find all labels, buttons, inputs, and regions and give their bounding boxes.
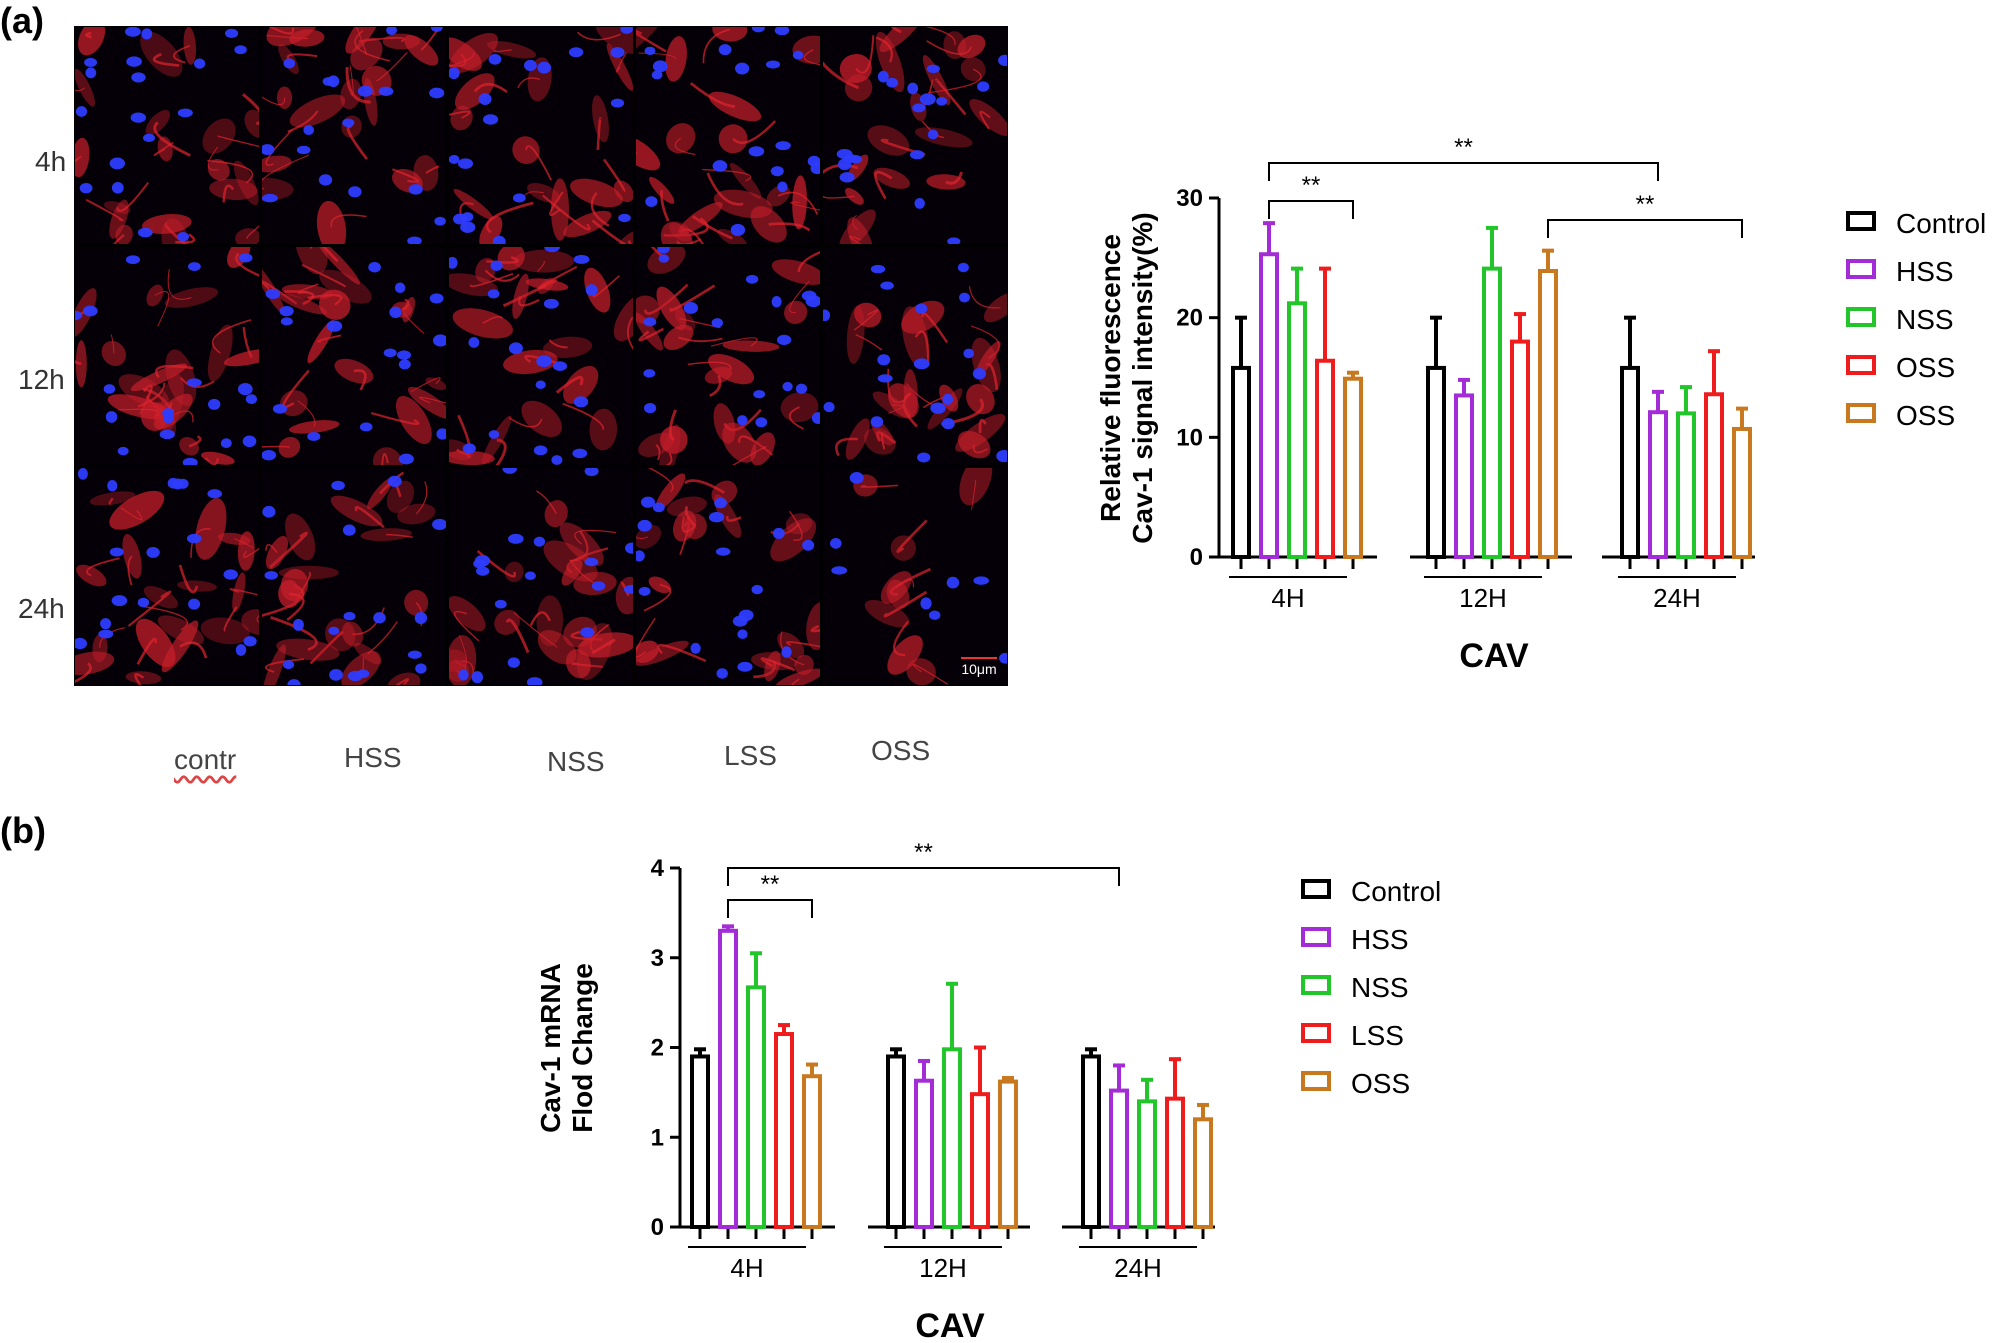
legend-label: HSS [1351, 924, 1409, 955]
significance-label: ** [914, 839, 933, 866]
legend-label: NSS [1351, 972, 1409, 1003]
legend-label: HSS [1896, 256, 1954, 287]
legend-label: NSS [1896, 304, 1954, 335]
significance-bracket [1268, 162, 1659, 181]
bar-hss-4h [718, 928, 738, 1229]
row-label-24h: 24h [18, 593, 65, 624]
scale-bar-label: 10μm [961, 660, 997, 677]
micrograph-cell [75, 247, 259, 465]
bar-oss-4h [802, 1074, 822, 1229]
micrograph-cell [823, 247, 1007, 465]
micrograph-cell [636, 27, 820, 245]
y-tick-label: 4 [651, 855, 665, 882]
legend-label: OSS [1896, 352, 1955, 383]
scale-bar: 10μm [961, 649, 997, 677]
legend-swatch [1301, 975, 1331, 995]
x-category-label: 24H [1653, 583, 1701, 613]
col-label-nss: NSS [547, 746, 605, 777]
legend-swatch [1846, 307, 1876, 327]
significance-bracket [1268, 200, 1354, 219]
micrograph-cell [262, 27, 446, 245]
x-category-label: 12H [1459, 583, 1507, 613]
micrograph-cell [75, 467, 259, 685]
bar-control-4h [690, 1054, 710, 1229]
col-label-contr: contr [174, 744, 237, 775]
y-tick-label: 20 [1176, 305, 1203, 332]
micrograph-cell [636, 467, 820, 685]
panel-b-label: (b) [0, 810, 46, 851]
x-category-label: 12H [919, 1253, 967, 1283]
micrograph-cell [262, 247, 446, 465]
bar-lss-12h [970, 1092, 990, 1230]
legend-label: LSS [1351, 1020, 1404, 1051]
y-tick-label: 0 [651, 1214, 664, 1241]
scale-bar-line [961, 649, 997, 659]
legend-swatch [1846, 355, 1876, 375]
x-axis-title: CAV [915, 1307, 985, 1343]
y-axis-title: Cav-1 mRNA [535, 963, 566, 1133]
significance-label: ** [1636, 191, 1655, 218]
y-axis-title: Cav-1 signal intensity(%) [1127, 212, 1158, 543]
significance-bracket [1547, 219, 1743, 238]
bar-oss-12h [998, 1079, 1018, 1229]
micrograph-cell [823, 27, 1007, 245]
micrograph-cell [75, 27, 259, 245]
legend-swatch [1301, 927, 1331, 947]
y-tick-label: 10 [1176, 424, 1203, 451]
micrograph-grid: 10μm [74, 26, 1008, 686]
bar-hss-12h [914, 1078, 934, 1230]
x-category-label: 4H [1271, 583, 1304, 613]
legend-swatch [1846, 211, 1876, 231]
significance-label: ** [761, 871, 780, 898]
bar-control-24h [1081, 1054, 1101, 1229]
x-axis-title: CAV [1459, 637, 1529, 675]
x-category-label: 24H [1114, 1253, 1162, 1283]
bar-lss-4h [774, 1032, 794, 1229]
row-label-4h: 4h [35, 146, 67, 177]
row-label-12h: 12h [18, 364, 65, 395]
col-label-lss: LSS [724, 740, 777, 771]
micrograph-cell [262, 467, 446, 685]
legend-label: Control [1351, 876, 1441, 907]
x-category-label: 4H [730, 1253, 763, 1283]
legend-label: Control [1896, 208, 1986, 239]
col-label-oss: OSS [871, 735, 931, 766]
y-axis-title: Relative fluorescence [1095, 234, 1126, 522]
bar-lss-24h [1165, 1096, 1185, 1229]
micrograph-cell: 10μm [823, 467, 1007, 685]
micrograph-cell [449, 467, 633, 685]
y-tick-label: 3 [651, 945, 664, 972]
micrograph-cell [636, 247, 820, 465]
micrograph-cell [449, 247, 633, 465]
bar-nss-12h [942, 1047, 962, 1230]
y-tick-label: 0 [1190, 544, 1203, 571]
significance-bracket [727, 867, 1120, 886]
significance-bracket [727, 899, 813, 918]
y-tick-label: 30 [1176, 185, 1203, 212]
y-axis-title: Flod Change [567, 963, 598, 1133]
bar-control-12h [886, 1054, 906, 1229]
y-tick-label: 2 [651, 1035, 664, 1062]
legend-label: OSS [1351, 1068, 1410, 1099]
legend-swatch [1301, 1071, 1331, 1091]
legend-swatch [1301, 1023, 1331, 1043]
legend-swatch [1846, 403, 1876, 423]
bar-nss-24h [1137, 1099, 1157, 1229]
col-label-hss: HSS [344, 742, 402, 773]
significance-label: ** [1302, 172, 1321, 199]
significance-label: ** [1454, 134, 1473, 161]
bar-hss-24h [1109, 1088, 1129, 1229]
panel-a-label: (a) [0, 0, 44, 41]
legend-swatch [1301, 879, 1331, 899]
micrograph-cell [449, 27, 633, 245]
legend-swatch [1846, 259, 1876, 279]
y-tick-label: 1 [651, 1124, 664, 1151]
bar-nss-4h [746, 985, 766, 1229]
bar-oss-24h [1193, 1117, 1213, 1230]
legend-label: OSS [1896, 400, 1955, 431]
